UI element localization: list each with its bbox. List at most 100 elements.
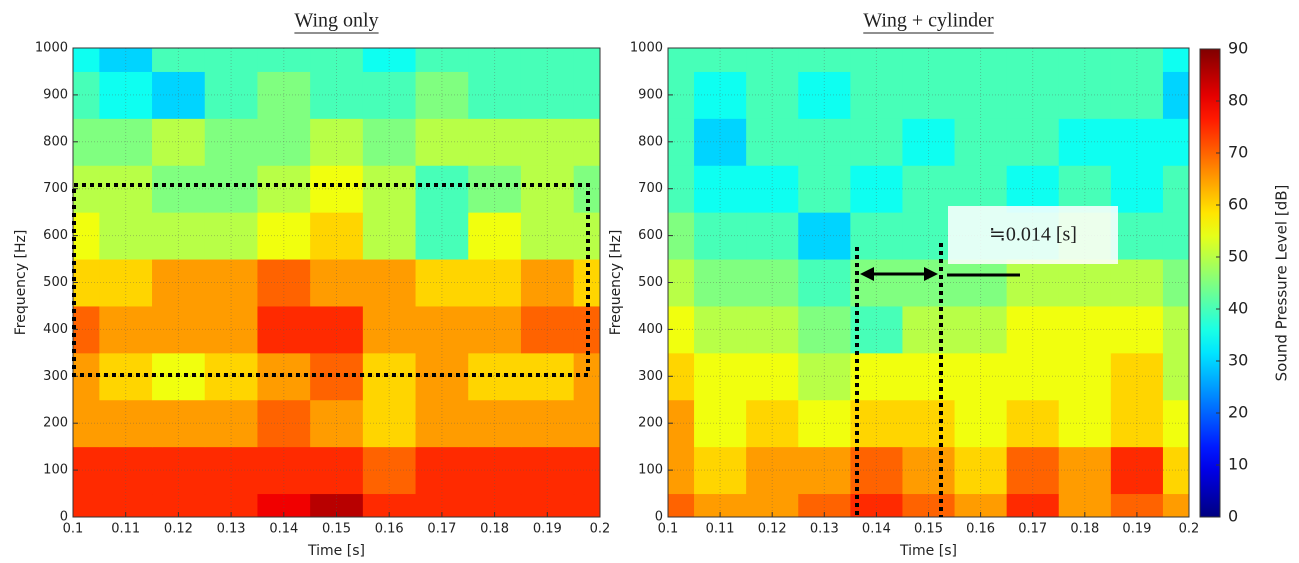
chart-title: Wing + cylinder bbox=[863, 10, 994, 32]
heat-cell bbox=[468, 305, 522, 354]
y-tick-label: 500 bbox=[43, 275, 68, 290]
heat-cell bbox=[415, 305, 469, 354]
colorbar-tick-label: 50 bbox=[1228, 247, 1248, 266]
heat-cell bbox=[415, 71, 469, 119]
heat-cell bbox=[520, 165, 575, 213]
heat-cell bbox=[99, 446, 153, 495]
colorbar-tick-label: 70 bbox=[1228, 143, 1248, 162]
x-tick-label: 0.15 bbox=[322, 522, 351, 537]
x-tick-label: 0.19 bbox=[533, 522, 562, 537]
heat-cell bbox=[257, 493, 311, 517]
heat-cell bbox=[99, 118, 153, 166]
heat-cell bbox=[1006, 305, 1060, 354]
heat-cell bbox=[850, 493, 903, 517]
heat-cell bbox=[850, 48, 903, 72]
heat-cell bbox=[257, 305, 311, 354]
heat-cell bbox=[1058, 165, 1112, 213]
x-tick-label: 0.11 bbox=[111, 522, 140, 537]
heat-cell bbox=[152, 48, 206, 72]
heat-cell bbox=[668, 493, 695, 517]
heat-cell bbox=[746, 493, 799, 517]
heat-cell bbox=[694, 399, 747, 448]
heat-cell bbox=[694, 305, 747, 354]
heat-cell bbox=[573, 71, 600, 119]
x-axis-label: Time [s] bbox=[307, 543, 365, 559]
heat-cell bbox=[954, 118, 1008, 166]
heat-cell bbox=[152, 212, 206, 260]
heat-cell bbox=[1162, 48, 1189, 72]
heat-cell bbox=[310, 212, 364, 260]
heat-cell bbox=[694, 71, 747, 119]
heat-cell bbox=[850, 212, 903, 260]
highlight-box bbox=[72, 183, 590, 377]
heat-cell bbox=[362, 493, 417, 517]
heat-cell bbox=[1162, 259, 1189, 307]
heat-cell bbox=[520, 446, 575, 495]
heat-cell bbox=[954, 399, 1008, 448]
heat-cell bbox=[746, 305, 799, 354]
heat-cell bbox=[362, 71, 417, 119]
colorbar-tick-label: 40 bbox=[1228, 299, 1248, 318]
heat-cell bbox=[520, 71, 575, 119]
heat-cell bbox=[1162, 446, 1189, 495]
heat-cell bbox=[468, 493, 522, 517]
heat-cell bbox=[152, 165, 206, 213]
heat-cell bbox=[362, 48, 417, 72]
x-tick-label: 0.2 bbox=[1179, 522, 1200, 537]
heat-cell bbox=[1162, 305, 1189, 354]
heat-cell bbox=[694, 259, 747, 307]
heat-cell bbox=[310, 259, 364, 307]
heat-cell bbox=[1058, 446, 1112, 495]
heat-cell bbox=[573, 399, 600, 448]
heat-cell bbox=[573, 165, 600, 213]
x-tick-label: 0.14 bbox=[269, 522, 298, 537]
y-tick-label: 600 bbox=[43, 228, 68, 243]
heat-cell bbox=[1006, 48, 1060, 72]
heat-cell bbox=[1006, 352, 1060, 401]
heat-cell bbox=[1162, 493, 1189, 517]
heat-cell bbox=[257, 48, 311, 72]
heat-cell bbox=[902, 446, 956, 495]
y-tick-label: 1000 bbox=[630, 41, 663, 56]
heat-cell bbox=[850, 305, 903, 354]
heat-cell bbox=[798, 165, 851, 213]
heat-cell bbox=[573, 493, 600, 517]
heat-cell bbox=[468, 399, 522, 448]
y-tick-label: 400 bbox=[638, 322, 663, 337]
heat-cell bbox=[1006, 399, 1060, 448]
heat-cell bbox=[520, 118, 575, 166]
heat-cell bbox=[204, 446, 258, 495]
y-tick-label: 200 bbox=[638, 416, 663, 431]
y-tick-label: 300 bbox=[43, 369, 68, 384]
heat-cell bbox=[99, 352, 153, 401]
heat-cell bbox=[257, 71, 311, 119]
x-axis-label: Time [s] bbox=[899, 543, 957, 559]
heat-cell bbox=[1110, 305, 1164, 354]
x-tick-label: 0.16 bbox=[966, 522, 995, 537]
heat-cell bbox=[152, 118, 206, 166]
heat-cell bbox=[850, 399, 903, 448]
heat-cell bbox=[204, 399, 258, 448]
heat-cell bbox=[415, 493, 469, 517]
heat-cell bbox=[1110, 48, 1164, 72]
annotation-box bbox=[948, 206, 1118, 264]
heat-cell bbox=[668, 48, 695, 72]
y-tick-label: 900 bbox=[43, 87, 68, 102]
heat-cell bbox=[798, 118, 851, 166]
heat-cell bbox=[1058, 399, 1112, 448]
heat-cell bbox=[1006, 165, 1060, 213]
heat-cell bbox=[798, 399, 851, 448]
heat-cell bbox=[746, 71, 799, 119]
y-tick-label: 1000 bbox=[35, 41, 68, 56]
heat-cell bbox=[415, 212, 469, 260]
heat-cell bbox=[573, 48, 600, 72]
y-axis-label: Frequency [Hz] bbox=[608, 230, 624, 336]
heat-cell bbox=[746, 446, 799, 495]
heat-cell bbox=[520, 399, 575, 448]
heat-cell bbox=[694, 493, 747, 517]
heat-cell bbox=[694, 118, 747, 166]
plot-frame bbox=[72, 47, 601, 518]
colorbar-tick-label: 0 bbox=[1228, 507, 1238, 526]
heat-cell bbox=[362, 165, 417, 213]
